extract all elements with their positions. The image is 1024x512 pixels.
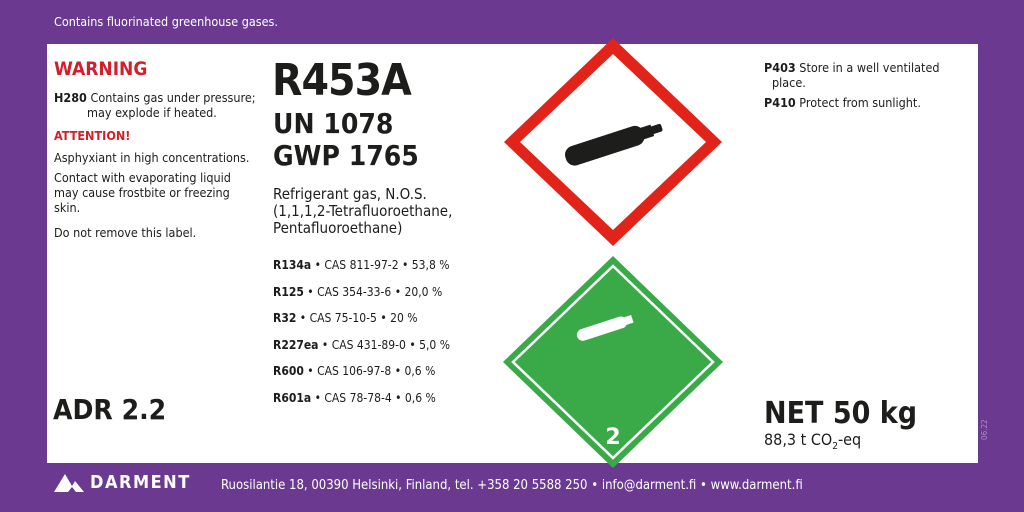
gwp-value: GWP 1765 xyxy=(273,139,419,172)
co2-sub: 2 xyxy=(832,441,838,453)
component-name: R125 xyxy=(273,284,304,299)
component-detail: • CAS 106-97-8 • 0,6 % xyxy=(303,364,436,378)
desc-line: Refrigerant gas, N.O.S. xyxy=(273,185,427,203)
p403-code: P403 xyxy=(764,60,796,75)
h280-text: Contains gas under pressure; xyxy=(90,90,256,105)
component-name: R227ea xyxy=(273,337,319,352)
component-detail: • CAS 75-10-5 • 20 % xyxy=(296,311,418,325)
footer-address: Ruosilantie 18, 00390 Helsinki, Finland,… xyxy=(221,478,803,493)
component-name: R601a xyxy=(273,390,312,405)
h280-text2: may explode if heated. xyxy=(87,105,217,120)
p403-text: Store in a well ventilated xyxy=(799,60,940,75)
label-note: Do not remove this label. xyxy=(54,225,197,240)
description: Refrigerant gas, N.O.S. (1,1,1,2-Tetraflu… xyxy=(273,186,452,237)
warning-heading: WARNING xyxy=(54,58,148,80)
contact-text: Contact with evaporating liquid may cause… xyxy=(54,170,231,215)
component-row: R125 • CAS 354-33-6 • 20,0 % xyxy=(273,285,442,299)
component-name: R600 xyxy=(273,364,304,378)
adr-class-number: 2 xyxy=(605,425,620,450)
version-code: 06.22 xyxy=(980,419,989,440)
h280-code: H280 xyxy=(54,90,87,105)
component-detail: • CAS 78-78-4 • 0,6 % xyxy=(311,390,436,405)
header-text: Contains fluorinated greenhouse gases. xyxy=(54,14,278,29)
component-row: R600 • CAS 106-97-8 • 0,6 % xyxy=(273,364,435,378)
desc-line: (1,1,1,2-Tetrafluoroethane, xyxy=(273,202,453,220)
p410-code: P410 xyxy=(764,95,796,110)
product-name: R453A xyxy=(272,55,412,106)
p410-text: Protect from sunlight. xyxy=(799,95,921,110)
h280-statement: H280 Contains gas under pressure; may exp… xyxy=(54,90,256,120)
asphyxiant-text: Asphyxiant in high concentrations. xyxy=(54,150,250,165)
un-gwp: UN 1078 GWP 1765 xyxy=(273,108,419,172)
net-weight: NET 50 kg xyxy=(764,396,918,431)
p403-text2: place. xyxy=(772,75,806,90)
co2-suffix: -eq xyxy=(837,430,862,449)
component-name: R32 xyxy=(273,311,297,325)
label-panel xyxy=(47,44,978,463)
co2-equivalent: 88,3 t CO2-eq xyxy=(764,430,861,452)
component-detail: • CAS 811-97-2 • 53,8 % xyxy=(311,258,450,272)
component-row: R32 • CAS 75-10-5 • 20 % xyxy=(273,311,418,325)
component-row: R227ea • CAS 431-89-0 • 5,0 % xyxy=(273,338,450,352)
contact-line: Contact with evaporating liquid xyxy=(54,170,231,185)
p403-statement: P403 Store in a well ventilated place. xyxy=(764,60,940,90)
attention-heading: ATTENTION! xyxy=(54,128,131,143)
brand-name: DARMENT xyxy=(90,472,191,493)
contact-line: may cause frostbite or freezing xyxy=(54,185,230,200)
desc-line: Pentafluoroethane) xyxy=(273,219,403,237)
adr-class: ADR 2.2 xyxy=(53,393,167,426)
component-detail: • CAS 354-33-6 • 20,0 % xyxy=(303,284,443,299)
component-name: R134a xyxy=(273,258,312,272)
component-detail: • CAS 431-89-0 • 5,0 % xyxy=(318,337,450,352)
component-row: R601a • CAS 78-78-4 • 0,6 % xyxy=(273,391,436,405)
adr-diamond: 2 xyxy=(503,256,723,468)
un-number: UN 1078 xyxy=(273,107,394,140)
p410-statement: P410 Protect from sunlight. xyxy=(764,95,921,110)
co2-value: 88,3 t CO xyxy=(764,430,833,449)
darment-logo: DARMENT xyxy=(54,472,191,493)
contact-line: skin. xyxy=(54,200,81,215)
component-row: R134a • CAS 811-97-2 • 53,8 % xyxy=(273,258,450,272)
gas-cylinder-icon xyxy=(565,123,663,166)
mountain-logo-icon xyxy=(54,473,84,492)
pictograms: 2 xyxy=(503,38,723,468)
ghs-diamond xyxy=(504,38,722,246)
gas-cylinder-icon xyxy=(576,314,634,341)
